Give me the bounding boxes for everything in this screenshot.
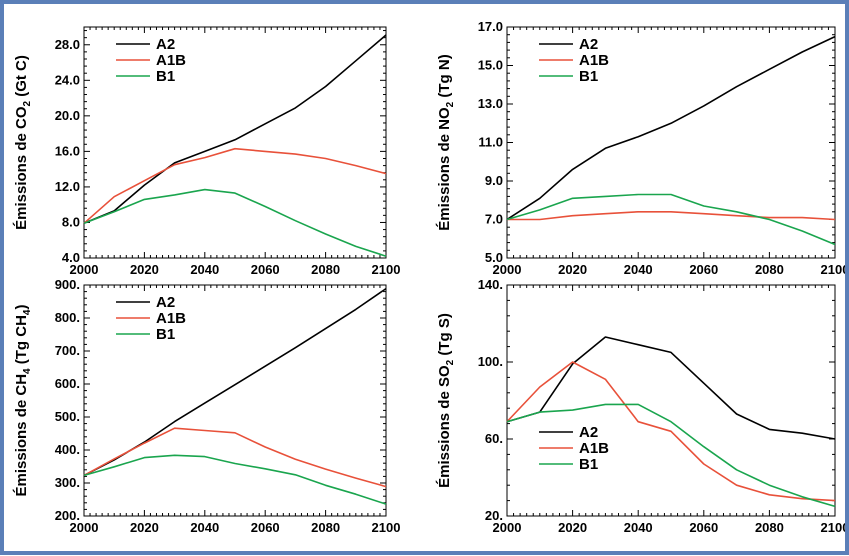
x-tick-label: 2060 [251,262,280,277]
series-line-a2 [83,34,387,225]
series-line-a1b [83,427,387,488]
series-line-a2 [506,336,836,440]
y-axis-label: Émissions de CO2 (Gt C) [13,55,33,230]
x-tick-label: 2080 [755,520,784,535]
legend-label-b1: B1 [579,68,598,85]
x-tick-label: 2060 [689,520,718,535]
x-tick-label: 2040 [624,520,653,535]
legend-label-b1: B1 [156,326,175,343]
plot-area-no2 [506,26,836,259]
series-line-b1 [506,403,836,508]
y-tick-label: 13.0 [478,96,503,111]
series-line-a1b [506,361,836,502]
y-tick-label: 900. [55,277,80,292]
y-tick-label: 4.0 [62,250,80,265]
y-tick-label: 20.0 [55,108,80,123]
legend-label-a2: A2 [156,294,175,311]
y-tick-label: 300. [55,475,80,490]
series-line-b1 [83,454,387,505]
legend-label-a2: A2 [579,424,598,441]
x-tick-label: 2020 [558,520,587,535]
y-tick-label: 11.0 [478,135,503,150]
y-tick-label: 800. [55,310,80,325]
x-tick-label: 2000 [70,520,99,535]
y-tick-label: 12.0 [55,179,80,194]
x-tick-label: 2020 [130,262,159,277]
x-tick-label: 2000 [493,262,522,277]
legend-label-b1: B1 [579,456,598,473]
y-tick-label: 100. [478,354,503,369]
legend-label-a1b: A1B [579,52,609,69]
series-line-a2 [83,287,387,477]
series-line-a1b [83,147,387,224]
plot-area-so2 [506,284,836,517]
y-axis-label: Émissions de NO2 (Tg N) [436,54,456,230]
x-tick-label: 2020 [558,262,587,277]
y-tick-label: 700. [55,343,80,358]
plot-area-co2 [83,26,387,259]
x-tick-label: 2080 [311,262,340,277]
x-tick-label: 2100 [821,262,845,277]
y-tick-label: 5.0 [485,250,503,265]
legend-label-a2: A2 [156,36,175,53]
y-tick-label: 16.0 [55,143,80,158]
y-tick-label: 500. [55,409,80,424]
series-line-a2 [506,35,836,221]
y-tick-label: 9.0 [485,173,503,188]
chart-no2: 2000 2020 2040 2060 2080 2100 5.0 7.0 9.0 11.0 13.… [436,19,849,277]
y-axis-label: Émissions de CH4 (Tg CH4) [13,305,33,497]
x-tick-label: 2080 [311,520,340,535]
x-tick-label: 2020 [130,520,159,535]
legend-label-b1: B1 [156,68,175,85]
y-tick-label: 60. [485,431,503,446]
x-tick-label: 2000 [493,520,522,535]
y-axis-label: Émissions de SO2 (Tg S) [436,313,456,488]
y-tick-label: 24.0 [55,72,80,87]
y-tick-label: 400. [55,442,80,457]
y-tick-label: 140. [478,277,503,292]
x-tick-label: 2060 [251,520,280,535]
legend-label-a1b: A1B [156,52,186,69]
legend-label-a1b: A1B [156,310,186,327]
x-tick-label: 2080 [755,262,784,277]
y-tick-label: 7.0 [485,212,503,227]
x-tick-label: 2100 [372,520,401,535]
series-line-b1 [506,193,836,246]
series-line-b1 [83,188,387,257]
series-line-a1b [507,211,836,221]
emissions-charts: 2000 2020 2040 2060 2080 2100 4.0 8.0 12.0 16.0 20… [13,19,849,535]
chart-ch4: 2000 2020 2040 2060 2080 2100 200. 300. 400. 500.… [13,277,400,535]
x-tick-label: 2100 [821,520,845,535]
x-tick-label: 2040 [190,520,219,535]
legend-label-a2: A2 [579,36,598,53]
x-tick-label: 2040 [624,262,653,277]
x-tick-label: 2040 [190,262,219,277]
y-tick-label: 15.0 [478,58,503,73]
legend-label-a1b: A1B [579,440,609,457]
y-tick-label: 200. [55,508,80,523]
x-tick-label: 2060 [689,262,718,277]
y-tick-label: 600. [55,376,80,391]
y-tick-label: 17.0 [478,19,503,34]
y-tick-label: 8.0 [62,214,80,229]
y-tick-label: 20. [485,508,503,523]
chart-so2: 2000 2020 2040 2060 2080 2100 20. 60. 100. 140. Ém… [436,277,849,535]
y-tick-label: 28.0 [55,37,80,52]
x-tick-label: 2100 [372,262,401,277]
chart-co2: 2000 2020 2040 2060 2080 2100 4.0 8.0 12.0 16.0 20… [13,26,401,277]
x-tick-label: 2000 [70,262,99,277]
